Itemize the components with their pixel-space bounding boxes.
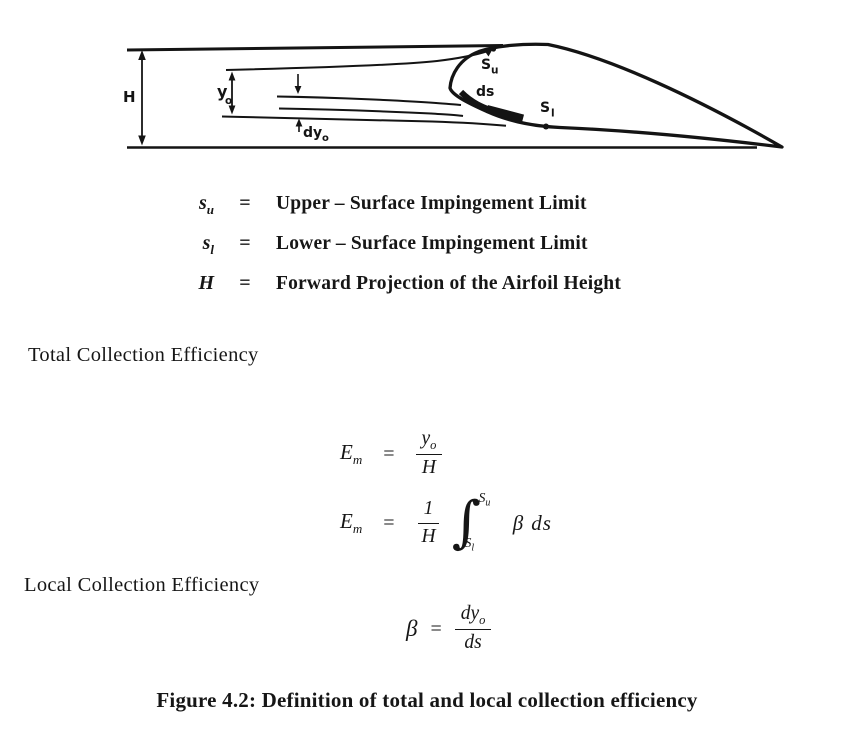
legend-definition: Lower – Surface Impingement Limit	[276, 233, 588, 254]
integrand: β ds	[512, 510, 552, 535]
fraction-yo-over-h: yo H	[415, 428, 443, 480]
equals-sign: =	[383, 511, 395, 534]
legend-symbol: sl	[202, 232, 214, 257]
legend-row-sl: sl = Lower – Surface Impingement Limit	[168, 232, 621, 272]
yo-label: y	[217, 82, 228, 101]
dyo-lower-arrowhead	[295, 118, 303, 127]
legend-row-h: H = Forward Projection of the Airfoil He…	[168, 272, 621, 312]
equals-sign: =	[239, 272, 251, 294]
legend-symbol: H	[198, 272, 214, 294]
legend-symbol: su	[198, 192, 214, 217]
equals-sign: =	[239, 232, 251, 254]
figure-caption: Figure 4.2: Definition of total and loca…	[156, 688, 698, 712]
su-point-dot	[490, 46, 497, 52]
dyo-upper-arrowhead	[294, 86, 302, 94]
channel-top-line	[126, 44, 504, 52]
upper-streamline-arrowhead	[485, 48, 493, 57]
em-symbol: Em	[340, 508, 363, 537]
equation-em-ratio: Em = yo H	[340, 425, 443, 483]
legend-definition: Forward Projection of the Airfoil Height	[276, 273, 622, 294]
sl-label: S	[540, 100, 550, 116]
h-arrowhead-down	[138, 135, 146, 146]
fraction-numerator: 1	[417, 498, 440, 524]
su-label-sub: u	[491, 65, 498, 77]
airfoil-diagram: H y o dy o S u ds S l	[123, 42, 784, 149]
beta-symbol: β	[406, 616, 418, 641]
total-collection-heading: Total Collection Efficiency	[28, 344, 259, 366]
equals-sign: =	[430, 617, 442, 640]
sl-label-sub: l	[551, 108, 555, 120]
airfoil-outline	[448, 42, 784, 149]
su-label: S	[481, 57, 491, 73]
equation-beta: β = dyo ds	[406, 598, 492, 660]
integral-with-limits: ∫ Su Sl	[451, 490, 507, 556]
ds-label: ds	[476, 84, 494, 100]
ds-segment-band-thick	[485, 105, 525, 123]
fraction-denominator: H	[421, 525, 436, 547]
equals-sign: =	[239, 192, 251, 214]
legend-definition: Upper – Surface Impingement Limit	[276, 193, 587, 214]
legend-row-su: su = Upper – Surface Impingement Limit	[168, 192, 621, 232]
streamtube-upper-line	[276, 95, 462, 106]
integral-lower-limit: Sl	[464, 535, 475, 554]
local-collection-heading: Local Collection Efficiency	[24, 574, 260, 596]
integral-upper-limit: Su	[478, 490, 491, 509]
yo-arrowhead-up	[228, 71, 236, 81]
integral-sign: ∫	[451, 490, 481, 556]
upper-impingement-streamline	[225, 50, 489, 71]
fraction-numerator: yo	[415, 428, 443, 456]
equation-em-integral: Em = 1 H ∫ Su Sl β ds	[340, 487, 552, 559]
equals-sign: =	[383, 442, 395, 465]
fraction-dyo-over-ds: dyo ds	[454, 603, 492, 655]
fraction-denominator: ds	[464, 632, 482, 654]
yo-label-sub: o	[225, 95, 232, 107]
dyo-label: dy	[303, 125, 322, 141]
fraction-numerator: dyo	[454, 603, 492, 631]
yo-arrowhead-down	[228, 105, 236, 115]
fraction-denominator: H	[421, 457, 436, 479]
em-symbol: Em	[340, 439, 363, 468]
dyo-label-sub: o	[322, 133, 329, 144]
sl-point-dot	[543, 123, 549, 130]
h-arrowhead-up	[138, 50, 146, 60]
fraction-one-over-h: 1 H	[416, 498, 442, 548]
h-label: H	[123, 88, 136, 106]
lower-impingement-streamline	[221, 115, 507, 127]
streamtube-lower-line	[278, 107, 464, 117]
symbol-legend: su = Upper – Surface Impingement Limit s…	[168, 192, 621, 312]
